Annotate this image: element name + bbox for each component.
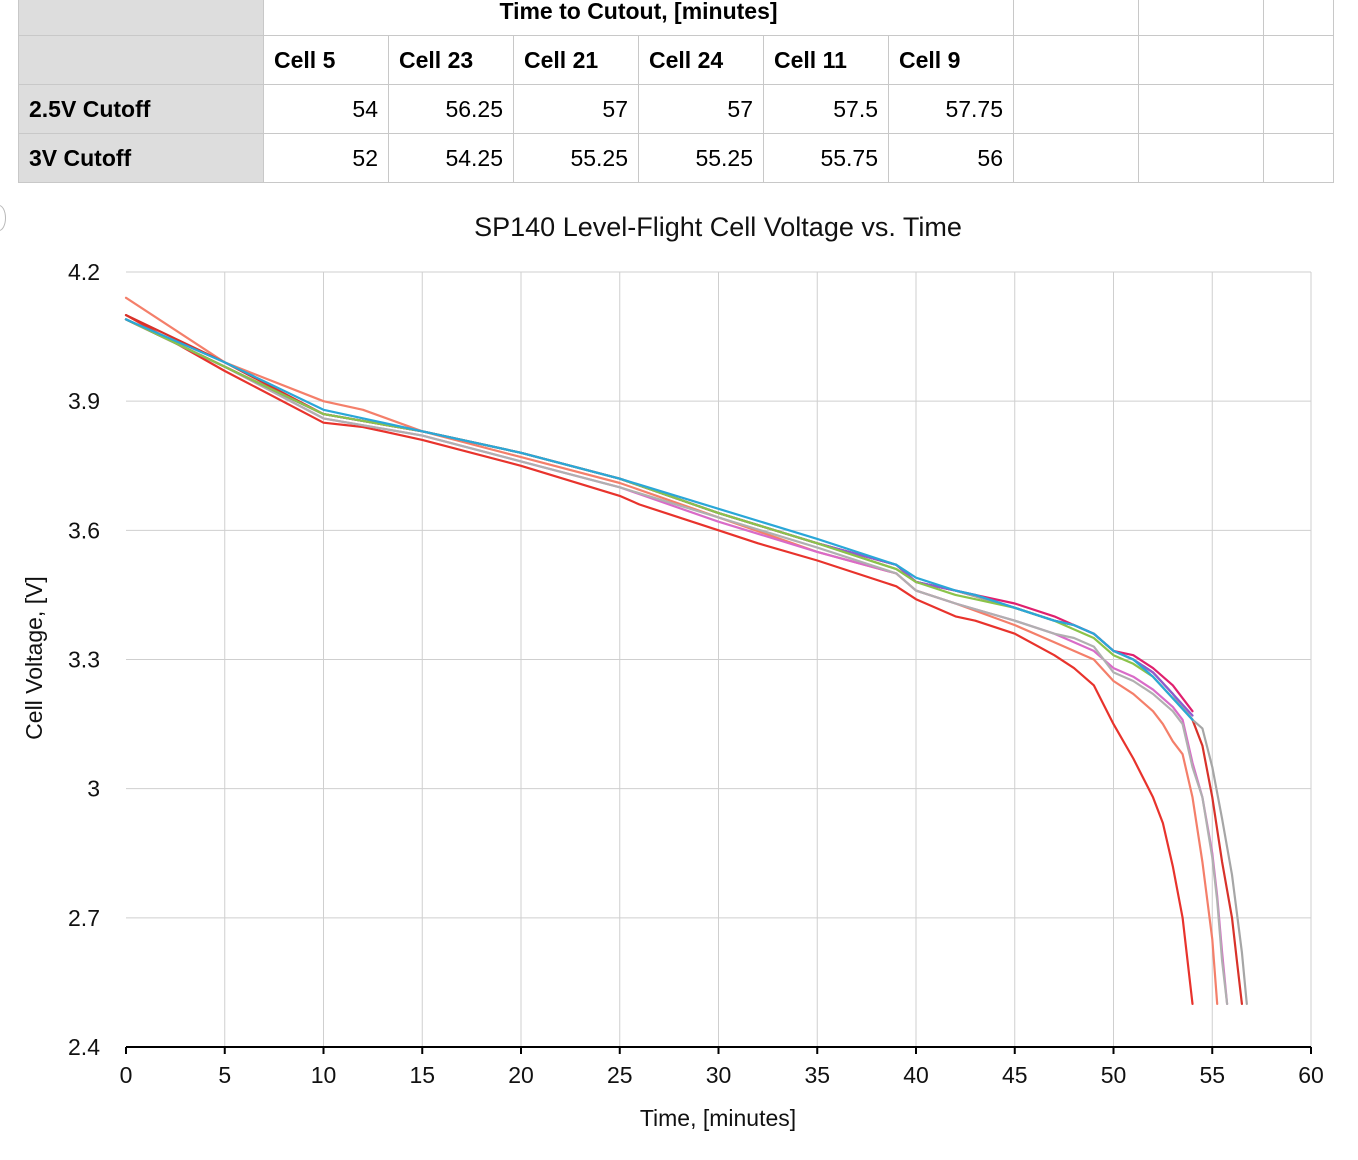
table-cell: 57	[638, 84, 764, 134]
empty-cell	[1013, 133, 1139, 183]
table-row: 2.5V Cutoff 54 56.25 57 57 57.5 57.75	[18, 84, 1334, 134]
table-cell: 55.25	[638, 133, 764, 183]
y-tick-label: 3.9	[68, 388, 100, 414]
row-label: 3V Cutoff	[18, 133, 264, 183]
empty-cell	[1013, 35, 1139, 85]
row-label: 2.5V Cutoff	[18, 84, 264, 134]
x-axis-label: Time, [minutes]	[640, 1105, 796, 1131]
table-cell: 57.75	[888, 84, 1014, 134]
axes: 0 5 10 15 20 25 30 35 40 45 50 55 60 2.4 2.7 3 3.3 3.6 3.9…	[68, 259, 1324, 1088]
series-line	[124, 318, 1194, 721]
column-header: Cell 9	[888, 35, 1014, 85]
x-tick-label: 50	[1101, 1062, 1127, 1088]
table-cell: 52	[263, 133, 389, 183]
y-tick-label: 2.7	[68, 905, 100, 931]
empty-cell	[1138, 133, 1264, 183]
x-tick-label: 5	[218, 1062, 231, 1088]
x-tick-label: 55	[1199, 1062, 1225, 1088]
table-cell: 57	[513, 84, 639, 134]
empty-cell	[1138, 35, 1264, 85]
x-tick-label: 30	[706, 1062, 732, 1088]
x-tick-label: 35	[804, 1062, 830, 1088]
column-header: Cell 5	[263, 35, 389, 85]
y-tick-label: 2.4	[68, 1034, 100, 1060]
series-line	[124, 318, 1194, 713]
empty-cell	[1013, 0, 1139, 36]
x-tick-label: 0	[120, 1062, 133, 1088]
table-cell: 57.5	[763, 84, 889, 134]
column-header: Cell 11	[763, 35, 889, 85]
column-header: Cell 21	[513, 35, 639, 85]
x-tick-label: 45	[1002, 1062, 1028, 1088]
table-row: 3V Cutoff 52 54.25 55.25 55.25 55.75 56	[18, 133, 1334, 183]
x-tick-label: 25	[607, 1062, 633, 1088]
table-corner-cell	[18, 0, 264, 36]
column-header: Cell 23	[388, 35, 514, 85]
chart-title: SP140 Level-Flight Cell Voltage vs. Time	[474, 212, 962, 242]
table-cell: 56.25	[388, 84, 514, 134]
x-tick-label: 40	[903, 1062, 929, 1088]
series-line	[124, 318, 1229, 1006]
x-tick-label: 20	[508, 1062, 534, 1088]
series-line	[124, 318, 1248, 1006]
table-cell: 56	[888, 133, 1014, 183]
empty-cell	[1263, 133, 1334, 183]
y-tick-label: 4.2	[68, 259, 100, 285]
y-tick-label: 3.3	[68, 647, 100, 673]
table-cell: 55.75	[763, 133, 889, 183]
series-layer	[124, 296, 1248, 1006]
column-header: Cell 24	[638, 35, 764, 85]
empty-cell	[1138, 0, 1264, 36]
x-tick-label: 10	[311, 1062, 337, 1088]
series-line	[124, 318, 1194, 717]
y-tick-label: 3.6	[68, 517, 100, 543]
x-tick-label: 15	[409, 1062, 435, 1088]
series-line	[124, 296, 1219, 1006]
empty-cell	[1138, 84, 1264, 134]
voltage-chart: 0 5 10 15 20 25 30 35 40 45 50 55 60 2.4 2.7 3 3.3 3.6 3.9…	[21, 212, 1324, 1131]
series-line	[124, 313, 1194, 1006]
table-corner-cell	[18, 35, 264, 85]
empty-cell	[1263, 0, 1334, 36]
x-tick-label: 60	[1298, 1062, 1324, 1088]
empty-cell	[1013, 84, 1139, 134]
table-cell: 54	[263, 84, 389, 134]
table-title-row: Time to Cutout, [minutes]	[18, 0, 1334, 36]
table-cell: 55.25	[513, 133, 639, 183]
table-cell: 54.25	[388, 133, 514, 183]
table-header-row: Cell 5 Cell 23 Cell 21 Cell 24 Cell 11 C…	[18, 35, 1334, 85]
series-line	[124, 318, 1229, 1006]
empty-cell	[1263, 35, 1334, 85]
y-axis-label: Cell Voltage, [V]	[21, 576, 47, 740]
empty-cell	[1263, 84, 1334, 134]
table-title: Time to Cutout, [minutes]	[263, 0, 1014, 36]
y-tick-label: 3	[87, 776, 100, 802]
cutoff-table: Time to Cutout, [minutes] Cell 5 Cell 23…	[18, 0, 1334, 183]
